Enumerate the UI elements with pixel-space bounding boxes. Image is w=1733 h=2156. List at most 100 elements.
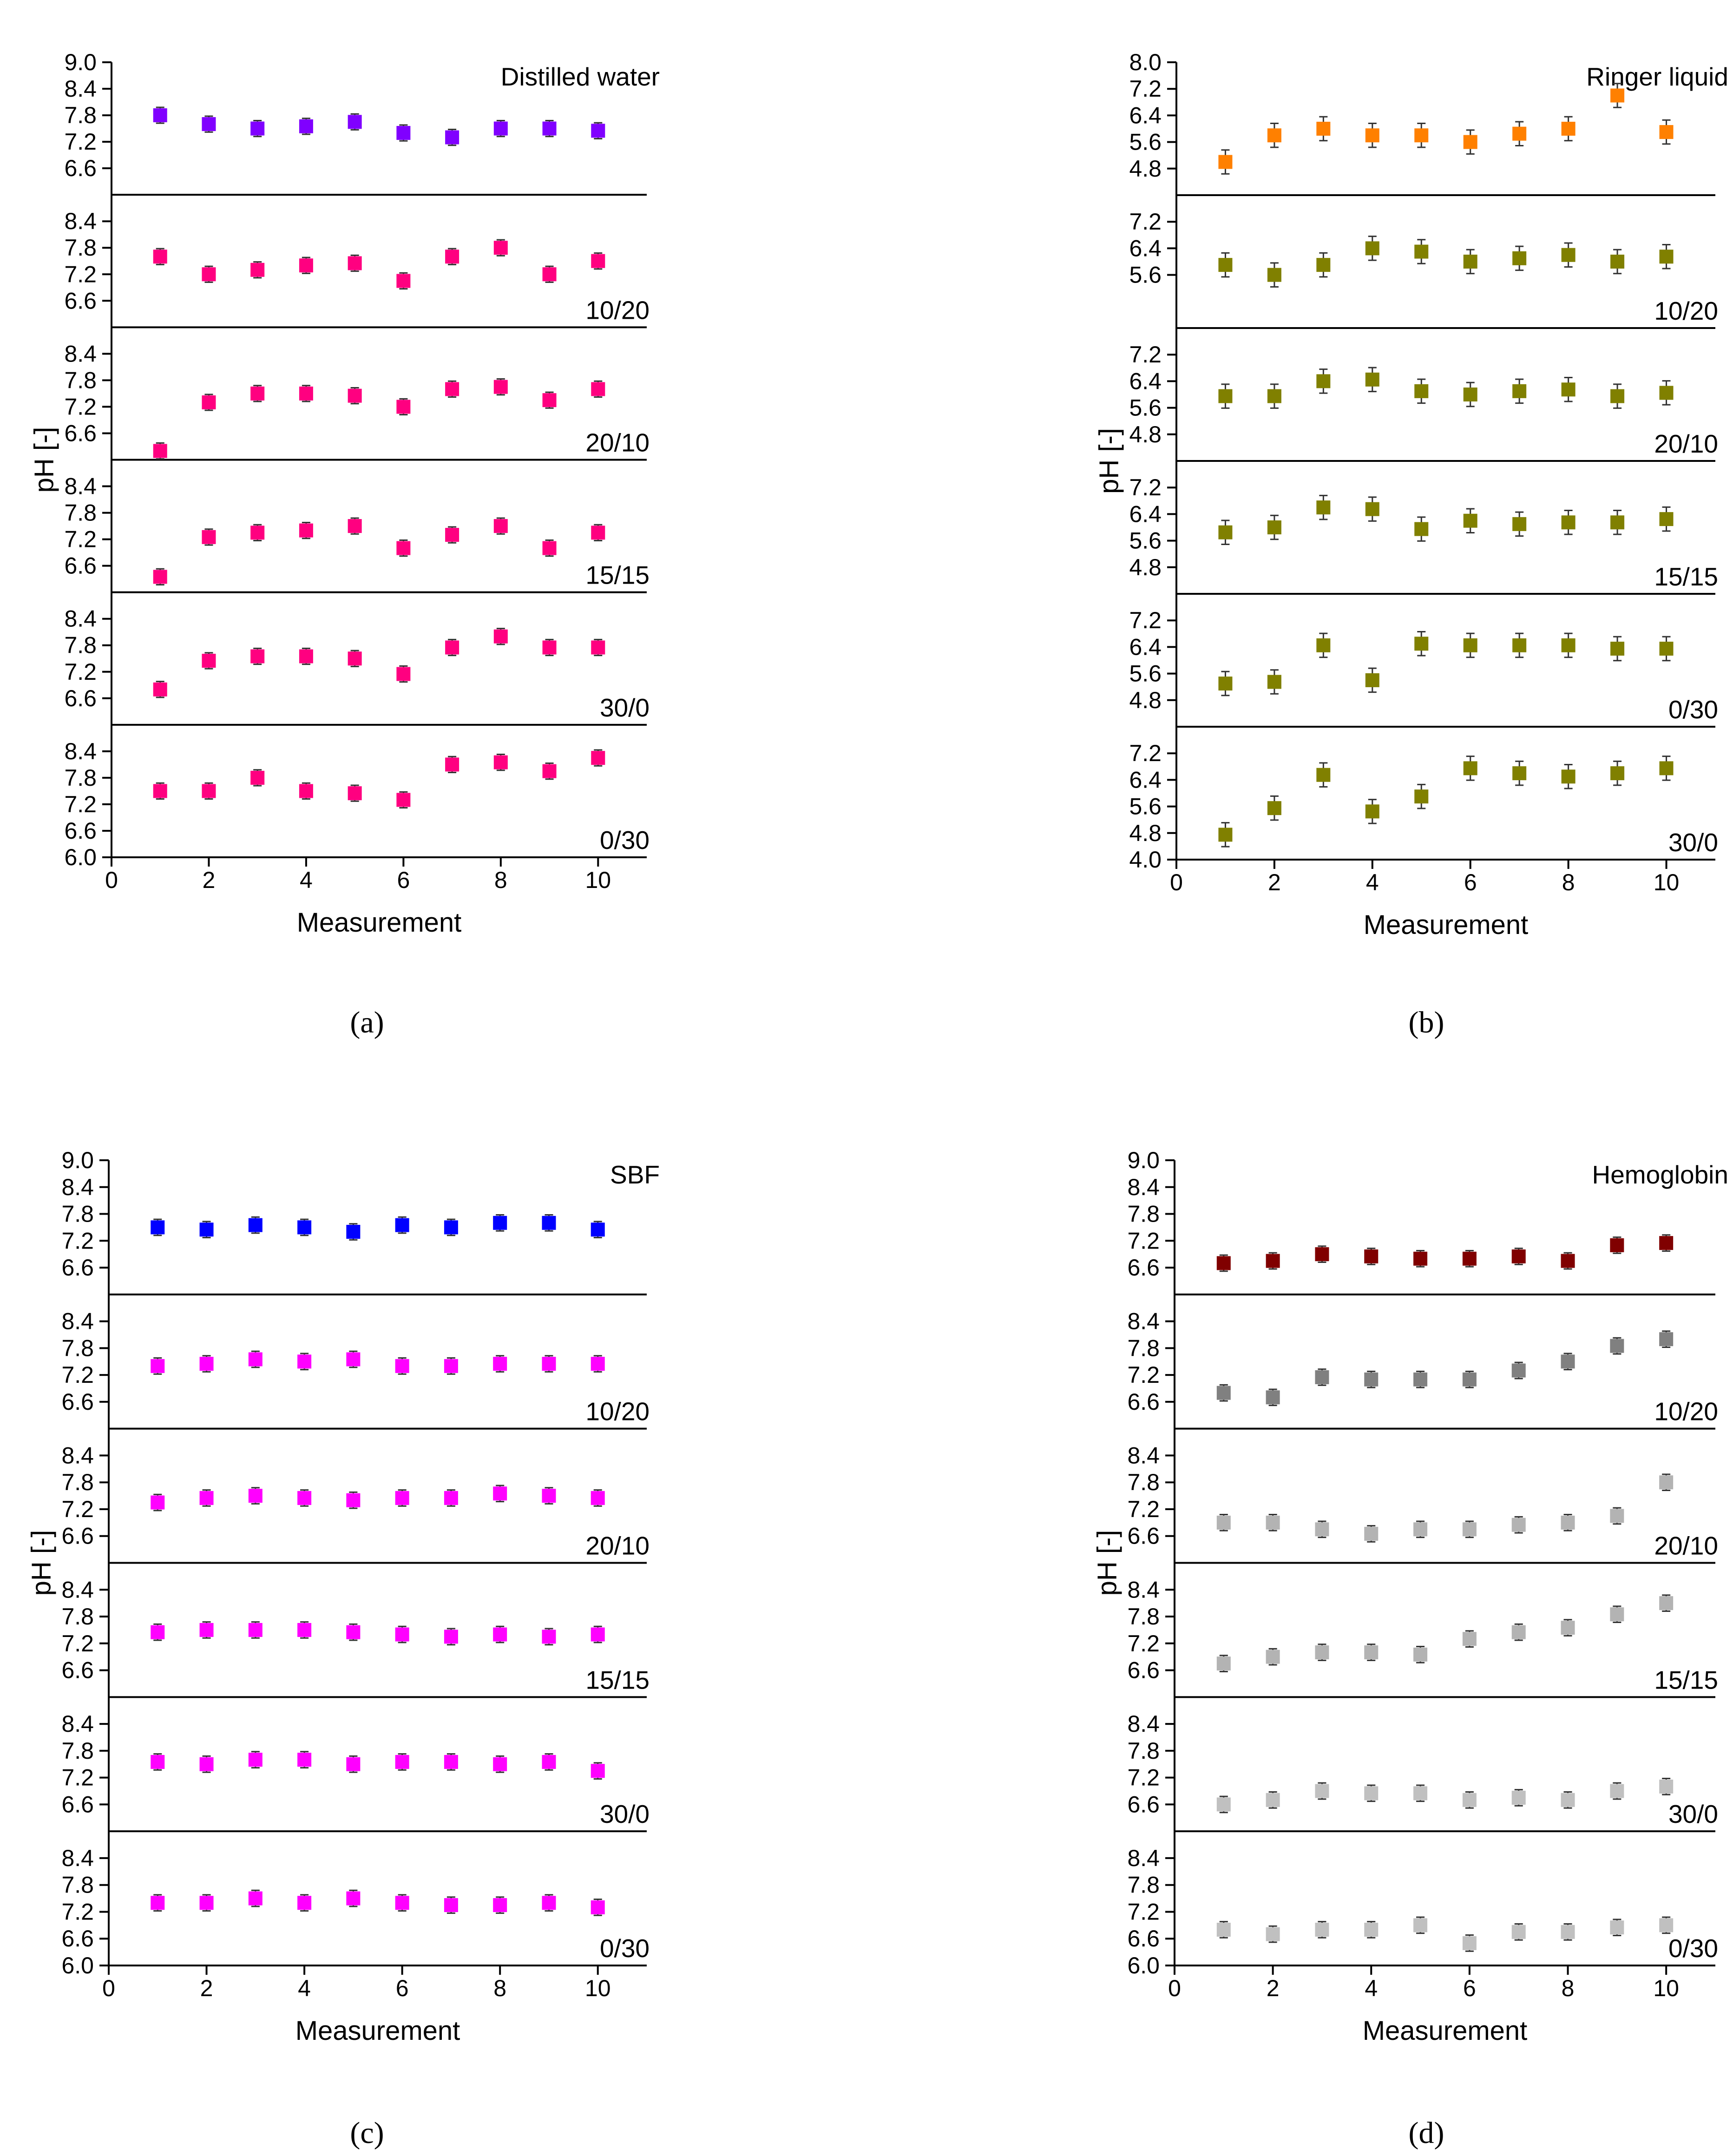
y-tick-label: 6.4 — [1129, 368, 1162, 394]
panel-label: 15/15 — [585, 561, 650, 590]
y-tick-label: 9.0 — [1127, 1147, 1160, 1173]
data-point — [153, 784, 167, 798]
data-point — [445, 757, 460, 772]
data-point — [1315, 1247, 1329, 1262]
panel-label: 20/10 — [1654, 429, 1718, 458]
data-point — [1463, 761, 1477, 776]
y-tick-label: 4.8 — [1129, 687, 1162, 713]
data-point — [1561, 1793, 1575, 1807]
subfigure-caption: (b) — [1409, 1006, 1444, 1039]
y-tick-label: 6.0 — [1127, 1952, 1160, 1979]
y-tick-label: 7.2 — [64, 659, 97, 685]
data-point — [1413, 1918, 1428, 1933]
data-point — [248, 1218, 263, 1232]
data-point — [395, 1359, 409, 1373]
y-tick-label: 7.2 — [1129, 76, 1162, 102]
y-tick-label: 6.0 — [61, 1952, 94, 1979]
data-point — [1216, 1656, 1231, 1671]
y-tick-label: 8.4 — [64, 606, 97, 632]
panel-label: 20/10 — [585, 428, 650, 457]
data-point — [1610, 1238, 1624, 1252]
x-tick-label: 0 — [1168, 1975, 1181, 2001]
data-point — [1413, 1251, 1428, 1266]
data-point — [1561, 1254, 1575, 1268]
data-point — [250, 649, 265, 664]
y-tick-label: 6.6 — [1127, 1926, 1160, 1952]
data-point — [1266, 1793, 1280, 1807]
data-point — [493, 380, 508, 394]
x-tick-label: 4 — [1365, 1975, 1378, 2001]
data-point — [396, 274, 411, 288]
data-point — [396, 667, 411, 681]
data-point — [591, 640, 605, 655]
data-point — [1659, 641, 1674, 656]
data-point — [1365, 673, 1379, 687]
data-point — [445, 640, 460, 655]
data-point — [1561, 1621, 1575, 1635]
data-point — [1462, 1522, 1477, 1537]
data-point — [248, 1489, 263, 1503]
data-point — [591, 526, 605, 540]
data-point — [151, 1896, 165, 1910]
data-point — [493, 519, 508, 533]
x-tick-label: 10 — [585, 1975, 611, 2001]
data-point — [299, 523, 313, 538]
y-tick-label: 6.6 — [64, 553, 97, 579]
data-point — [199, 1623, 214, 1637]
x-tick-label: 6 — [397, 867, 410, 893]
data-point — [542, 1357, 556, 1371]
y-tick-label: 7.2 — [1127, 1362, 1160, 1388]
data-point — [1413, 1372, 1428, 1387]
data-point — [151, 1220, 165, 1235]
data-point — [348, 786, 362, 801]
data-point — [1511, 1790, 1526, 1805]
panel-label: 20/10 — [585, 1532, 650, 1560]
x-tick-label: 2 — [200, 1975, 213, 2001]
data-point — [1610, 641, 1625, 656]
data-point — [1218, 155, 1233, 169]
data-point — [1512, 126, 1527, 141]
y-tick-label: 6.4 — [1129, 235, 1162, 261]
data-point — [202, 267, 216, 282]
data-point — [1561, 769, 1575, 784]
data-point — [1462, 1936, 1477, 1950]
y-tick-label: 7.8 — [64, 367, 97, 393]
data-point — [1216, 1922, 1231, 1937]
panel-label: Ringer liquid — [1586, 62, 1728, 91]
y-tick-label: 5.6 — [1129, 794, 1162, 820]
data-point — [1267, 520, 1281, 534]
panel-label: 15/15 — [585, 1665, 650, 1694]
y-tick-label: 7.2 — [61, 1496, 94, 1522]
data-point — [1659, 1236, 1674, 1250]
data-point — [1364, 1372, 1379, 1387]
data-point — [1316, 258, 1331, 272]
y-tick-label: 8.4 — [61, 1442, 94, 1468]
x-tick-label: 0 — [1170, 869, 1183, 895]
data-point — [346, 1625, 361, 1639]
y-tick-label: 7.8 — [64, 235, 97, 261]
data-point — [1315, 1522, 1329, 1537]
data-point — [396, 126, 411, 140]
y-tick-label: 8.4 — [64, 208, 97, 234]
x-tick-label: 0 — [102, 1975, 115, 2001]
x-tick-label: 6 — [1464, 869, 1477, 895]
panel-label: 30/0 — [1668, 1800, 1718, 1828]
data-point — [297, 1623, 312, 1637]
data-point — [1610, 1784, 1624, 1798]
data-point — [1218, 389, 1233, 403]
y-tick-label: 6.6 — [61, 1791, 94, 1817]
x-tick-label: 8 — [493, 1975, 506, 2001]
y-tick-label: 7.2 — [61, 1228, 94, 1254]
data-point — [153, 444, 167, 458]
x-axis-title: Measurement — [295, 2016, 460, 2046]
data-point — [1267, 389, 1281, 403]
y-tick-label: 8.4 — [1127, 1308, 1160, 1334]
data-point — [1364, 1526, 1379, 1541]
data-point — [1266, 1515, 1280, 1530]
data-point — [444, 1220, 458, 1235]
data-point — [542, 1896, 556, 1910]
data-point — [202, 784, 216, 798]
y-tick-label: 7.8 — [61, 1604, 94, 1630]
y-tick-label: 7.2 — [61, 1765, 94, 1791]
